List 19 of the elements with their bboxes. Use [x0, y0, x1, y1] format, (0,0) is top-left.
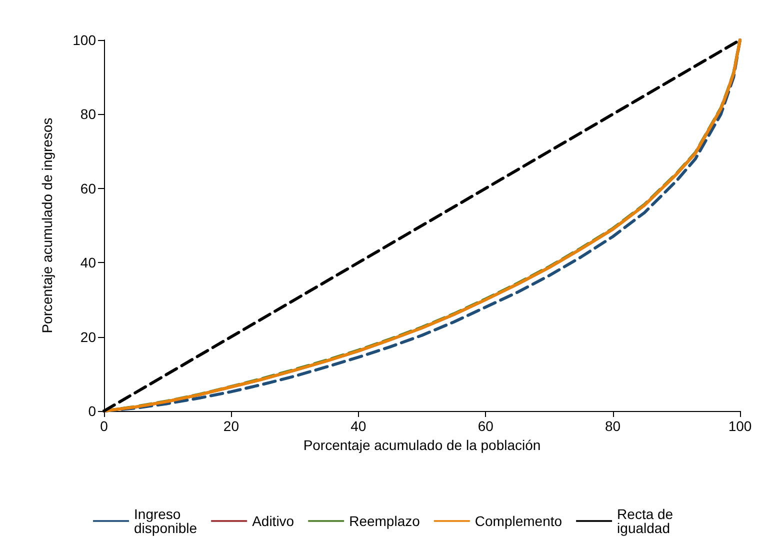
- legend-label: Reemplazo: [349, 513, 420, 529]
- y-tick-label: 100: [72, 32, 96, 48]
- y-tick-label: 40: [80, 254, 96, 271]
- x-tick-label: 40: [350, 418, 366, 434]
- x-tick-label: 0: [100, 418, 108, 434]
- y-tick-label: 0: [88, 403, 96, 419]
- x-tick-label: 60: [478, 418, 494, 434]
- legend-label: Recta de igualdad: [617, 506, 677, 536]
- x-tick-label: 80: [605, 418, 621, 434]
- legend-label: Aditivo: [252, 513, 294, 529]
- x-tick-label: 100: [728, 418, 752, 434]
- y-tick-label: 80: [80, 106, 96, 122]
- y-tick-label: 20: [80, 328, 96, 345]
- y-axis-title: Porcentaje acumulado de ingresos: [39, 118, 55, 334]
- x-axis-title: Porcentaje acumulado de la población: [303, 436, 541, 453]
- y-tick-label: 60: [80, 180, 96, 196]
- x-tick-label: 20: [223, 418, 240, 434]
- legend-label: Ingreso disponible: [134, 506, 198, 536]
- legend-label: Complemento: [474, 513, 562, 529]
